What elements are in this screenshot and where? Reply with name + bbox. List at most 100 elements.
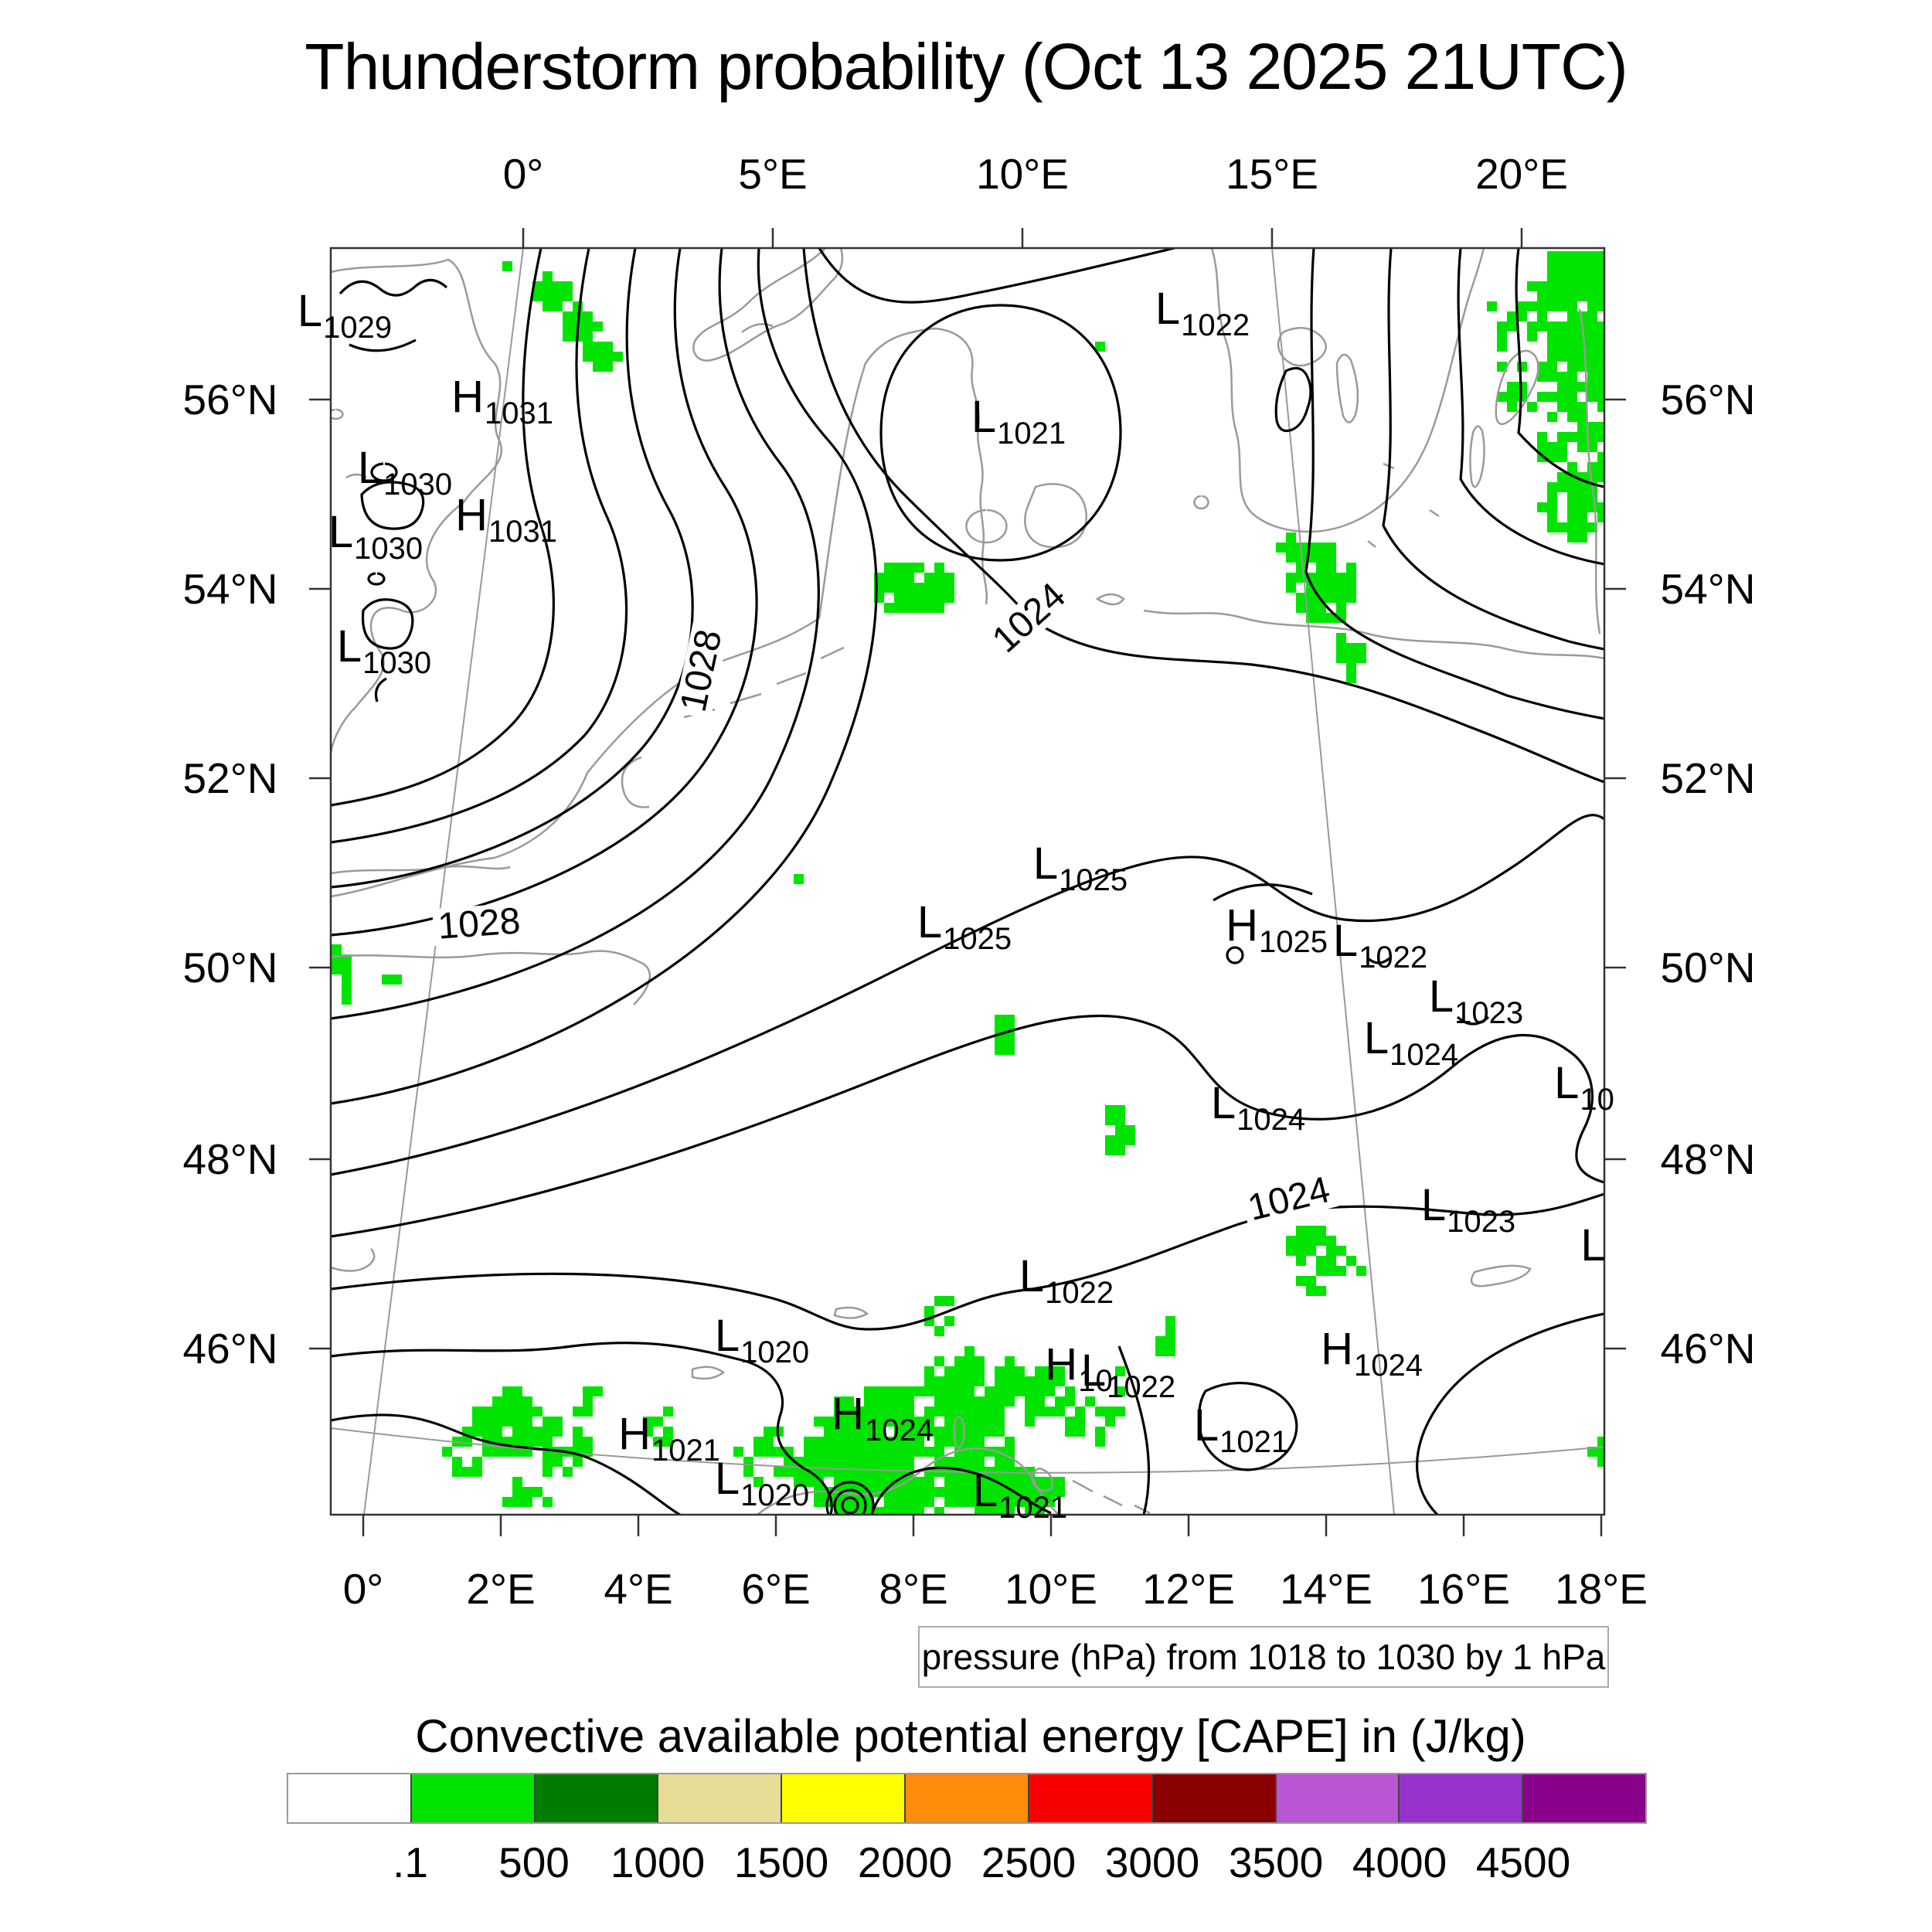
cape-cell — [964, 1437, 975, 1447]
cape-cell — [563, 321, 573, 332]
cape-cell — [502, 261, 512, 271]
cape-cell — [924, 1477, 934, 1487]
pressure-center-label: L10 — [1554, 1058, 1614, 1117]
cape-cell — [794, 1467, 804, 1477]
cape-cell — [944, 1296, 954, 1306]
bottom-axis-label: 10°E — [1005, 1565, 1097, 1613]
cape-cell — [924, 1366, 934, 1376]
cape-cell — [1577, 502, 1587, 512]
cape-cell — [1607, 382, 1617, 392]
bottom-axis-label: 8°E — [879, 1565, 948, 1613]
cape-cell — [995, 1417, 1005, 1427]
cape-cell — [934, 1376, 944, 1386]
cape-cell — [1015, 1497, 1025, 1507]
colorbar-tick-label: 1000 — [610, 1838, 706, 1886]
colorbar-tick-label: 3500 — [1228, 1838, 1324, 1886]
cape-cell — [472, 1457, 482, 1467]
cape-cell — [1045, 1406, 1055, 1417]
cape-cell — [884, 603, 894, 613]
cape-cell — [1577, 271, 1587, 281]
cape-cell — [1346, 573, 1356, 583]
pressure-center-label: H1025 — [1226, 900, 1328, 959]
cape-cell — [995, 1045, 1005, 1055]
cape-cell — [1336, 633, 1346, 643]
cape-cell — [884, 1497, 894, 1507]
cape-cell — [512, 1396, 522, 1406]
cape-cell — [784, 1467, 794, 1477]
cape-cell — [1587, 492, 1597, 502]
cape-cell — [1547, 342, 1557, 352]
cape-cell — [1296, 1256, 1306, 1266]
cape-cell — [934, 603, 944, 613]
cape-cell — [975, 1366, 985, 1376]
cape-cell — [753, 1437, 764, 1447]
cape-cell — [904, 1396, 914, 1406]
cape-cell — [1316, 1266, 1326, 1276]
cape-cell — [1547, 512, 1557, 522]
cape-cell — [1577, 532, 1587, 543]
cape-cell — [914, 1437, 924, 1447]
cape-cell — [1276, 543, 1286, 553]
cape-cell — [1547, 392, 1557, 402]
cape-cell — [1015, 1477, 1025, 1487]
cape-cell — [884, 1517, 894, 1527]
cape-cell — [1587, 342, 1597, 352]
cape-cell — [1577, 422, 1587, 432]
cape-cell — [975, 1457, 985, 1467]
cape-cell — [1115, 1366, 1125, 1376]
cape-cell — [1607, 372, 1617, 382]
cape-cell — [1306, 603, 1316, 613]
cape-cell — [1165, 1326, 1175, 1336]
cape-cell — [874, 1457, 884, 1467]
cape-cell — [954, 1497, 964, 1507]
cape-cell — [1577, 291, 1587, 301]
right-axis-label: 46°N — [1660, 1325, 1756, 1372]
cape-cell — [904, 1507, 914, 1515]
cape-cell — [914, 1497, 924, 1507]
cape-cell — [995, 1035, 1005, 1045]
cape-cell — [1577, 512, 1587, 522]
cape-cell — [964, 1477, 975, 1487]
cape-cell — [1326, 1246, 1336, 1256]
cape-cell — [934, 1437, 944, 1447]
cape-cell — [934, 1386, 944, 1396]
cape-cell — [1567, 372, 1577, 382]
cape-cell — [944, 1366, 954, 1376]
cape-cell — [1527, 301, 1537, 311]
cape-cell — [1286, 532, 1296, 543]
cape-cell — [1306, 1286, 1316, 1296]
cape-cell — [1095, 342, 1105, 352]
cape-cell — [1597, 321, 1604, 332]
colorbar-segment — [288, 1774, 410, 1822]
cape-cell — [1577, 522, 1587, 532]
cape-cell — [1035, 1396, 1045, 1406]
right-axis-label: 56°N — [1660, 376, 1756, 423]
cape-cell — [964, 1346, 975, 1356]
cape-cell — [1316, 543, 1326, 553]
cape-cell — [924, 1487, 934, 1497]
cape-cell — [1547, 321, 1557, 332]
cape-cell — [1587, 271, 1597, 281]
pressure-center-label: L1021 — [1193, 1400, 1289, 1459]
cape-cell — [814, 1447, 824, 1457]
colorbar-tick-label: 4500 — [1475, 1838, 1571, 1886]
cape-cell — [1306, 1276, 1316, 1286]
cape-cell — [924, 1406, 934, 1417]
cape-cell — [543, 1457, 553, 1467]
cape-cell — [1577, 432, 1587, 442]
cape-cell — [814, 1457, 824, 1467]
cape-cell — [512, 1477, 522, 1487]
cape-cell — [844, 1396, 854, 1406]
cape-cell — [1537, 321, 1547, 332]
cape-cell — [502, 1447, 512, 1457]
cape-cell — [1316, 573, 1326, 583]
cape-cell — [934, 1356, 944, 1366]
cape-cell — [1547, 291, 1557, 301]
cape-cell — [1597, 462, 1604, 472]
cape-cell — [1607, 352, 1617, 362]
cape-cell — [844, 1447, 854, 1457]
cape-cell — [864, 1417, 874, 1427]
cape-cell — [1336, 643, 1346, 653]
cape-cell — [884, 1507, 894, 1515]
